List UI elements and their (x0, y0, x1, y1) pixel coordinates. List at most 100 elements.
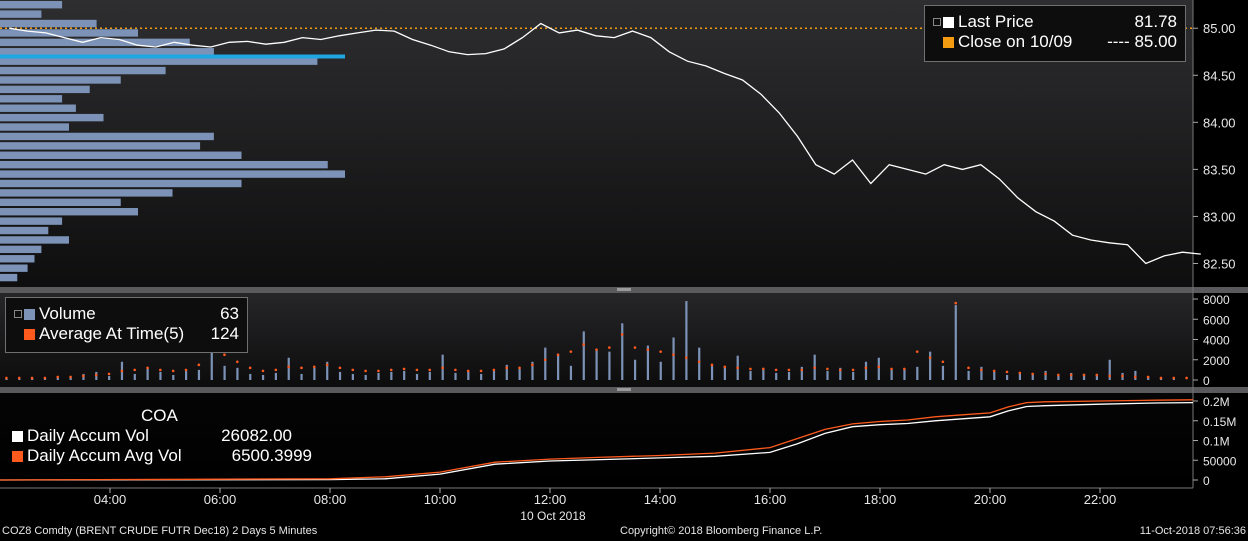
average-dot (1031, 372, 1034, 376)
average-dot (30, 376, 34, 380)
average-dot (1108, 374, 1111, 378)
average-dot (941, 360, 945, 364)
average-dot (684, 356, 688, 360)
average-dot (608, 346, 611, 349)
volume-tick-label: 6000 (1203, 313, 1230, 327)
accum-panel-bg (0, 393, 1193, 488)
average-dot (723, 365, 727, 369)
accum-vol-line (0, 401, 1194, 481)
average-dot (1159, 376, 1163, 380)
average-dot (312, 365, 316, 369)
average-dot (441, 366, 444, 370)
volume-profile-bar (0, 19, 97, 28)
average-dot (300, 366, 303, 370)
volume-profile-bar (0, 48, 214, 56)
average-dot (17, 376, 21, 380)
average-dot (556, 353, 560, 356)
volume-bar (1018, 372, 1022, 380)
volume-swatch (24, 308, 35, 320)
footer-copyright: Copyright© 2018 Bloomberg Finance L.P. (620, 525, 823, 537)
volume-bar (621, 323, 624, 380)
average-dot (903, 367, 906, 371)
average-dot (274, 368, 278, 372)
last-price-label: Last Price (958, 12, 1034, 31)
accum-avg-line (0, 399, 1194, 481)
volume-bar (146, 367, 149, 380)
legend-accum-avg-row[interactable]: Daily Accum Avg Vol 6500.3999 (12, 446, 312, 466)
average-dot (159, 368, 162, 372)
average-dot (980, 368, 983, 372)
volume-bar (749, 370, 752, 380)
volume-bar (5, 378, 8, 380)
average-dot (325, 363, 329, 367)
close-swatch (943, 36, 954, 48)
volume-bar (800, 366, 803, 380)
volume-profile-bar (0, 217, 63, 225)
volume-profile-bar (0, 142, 201, 150)
legend-close-row[interactable]: Close on 10/09 ---- 85.00 (933, 32, 1177, 52)
legend-volume-row[interactable]: Volume 63 (14, 304, 239, 324)
volume-tick-label: 8000 (1203, 293, 1230, 307)
volume-bar (531, 361, 534, 380)
accum-layer (0, 399, 1194, 481)
volume-bar (698, 347, 701, 380)
volume-bar (249, 373, 252, 380)
average-dot (1082, 373, 1086, 377)
average-dot (595, 348, 598, 351)
volume-bar (929, 351, 932, 380)
volume-bar (159, 371, 162, 380)
accum-ticker-row: COA (12, 406, 312, 426)
volume-profile-bar (0, 85, 90, 94)
average-dot (94, 373, 98, 377)
volume-bar (980, 366, 983, 380)
legend-average-row[interactable]: Average At Time(5) 124 (14, 324, 239, 344)
volume-bar (877, 357, 880, 380)
tree-toggle-icon[interactable] (933, 18, 941, 26)
volume-bar (108, 375, 111, 380)
average-dot (479, 369, 483, 373)
volume-bar (852, 371, 855, 380)
average-dot (928, 356, 932, 360)
volume-profile-bar (0, 1, 63, 9)
volume-bar (428, 371, 431, 380)
volume-profile-bar (0, 29, 138, 37)
legend-accum-vol-row[interactable]: Daily Accum Vol 26082.00 (12, 426, 312, 446)
accum-avg-value: 6500.3999 (231, 446, 312, 465)
volume-bar (890, 369, 893, 380)
volume-bar (480, 373, 483, 380)
volume-bar (69, 376, 72, 380)
average-dot (774, 368, 778, 372)
volume-bar (133, 373, 136, 380)
volume-profile-bar (0, 189, 173, 197)
volume-bar (762, 367, 765, 380)
price-legend[interactable]: Last Price 81.78 Close on 10/09 ---- 85.… (924, 5, 1186, 62)
average-dot (1146, 375, 1150, 379)
accum-vol-value: 26082.00 (221, 426, 292, 445)
average-dot (518, 366, 521, 370)
average-dot (82, 374, 85, 378)
price-tick-label: 85.00 (1203, 21, 1236, 36)
divider-grip-2[interactable] (617, 388, 631, 391)
average-dot (248, 366, 252, 370)
average-dot (646, 348, 650, 351)
volume-bar (954, 305, 957, 380)
volume-profile-bar (0, 104, 76, 112)
average-swatch (24, 328, 35, 340)
x-date-label: 10 Oct 2018 (520, 509, 586, 523)
volume-profile-bar (0, 264, 28, 272)
volume-bar (633, 359, 637, 380)
volume-profile-bar (0, 57, 318, 65)
accum-legend[interactable]: COA Daily Accum Vol 26082.00 Daily Accum… (12, 406, 312, 466)
x-tick-label: 10:00 (424, 492, 457, 507)
tree-toggle-icon[interactable] (14, 310, 22, 318)
volume-bar (1070, 372, 1073, 380)
volume-tick-label: 4000 (1203, 334, 1230, 348)
average-dot (492, 368, 496, 372)
average-dot (1069, 373, 1073, 377)
divider-grip-1[interactable] (617, 288, 631, 291)
volume-bar (672, 337, 675, 380)
legend-last-price-row[interactable]: Last Price 81.78 (933, 12, 1177, 32)
volume-bar (775, 372, 778, 380)
volume-legend[interactable]: Volume 63 Average At Time(5) 124 (5, 297, 248, 353)
volume-bar (403, 370, 406, 380)
